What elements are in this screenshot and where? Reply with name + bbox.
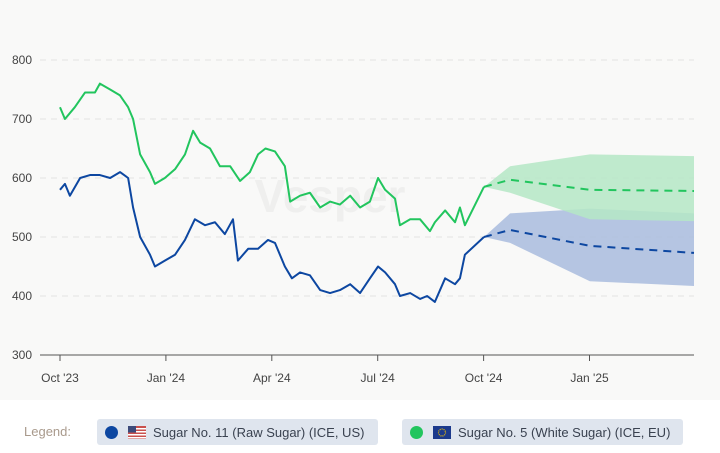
forecast-band-1 [483, 154, 694, 222]
legend-item-label: Sugar No. 5 (White Sugar) (ICE, EU) [458, 424, 671, 440]
forecast-line-1 [483, 178, 695, 192]
forecast-band-0 [483, 208, 694, 286]
legend-item-label: Sugar No. 11 (Raw Sugar) (ICE, US) [153, 424, 365, 440]
legend-label: Legend: [24, 424, 71, 439]
eu-flag-icon [433, 425, 451, 439]
x-tick-label: Oct '24 [465, 371, 503, 385]
x-tick-label: Oct '23 [41, 371, 79, 385]
forecast-line-0 [483, 228, 695, 254]
series-dot-icon [105, 425, 118, 439]
y-tick-label: 400 [12, 289, 32, 303]
series-dot-icon [410, 425, 423, 439]
series-line-0 [59, 171, 485, 303]
y-tick-label: 500 [12, 230, 32, 244]
us-flag-icon [128, 425, 146, 439]
legend: Legend: Sugar No. 11 (Raw Sugar) (ICE, U… [0, 419, 720, 447]
y-tick-label: 700 [12, 112, 32, 126]
y-tick-label: 600 [12, 171, 32, 185]
x-tick-label: Jan '24 [147, 371, 186, 385]
y-tick-label: 800 [12, 53, 32, 67]
y-tick-label: 300 [12, 348, 32, 362]
watermark: Vesper [255, 170, 406, 222]
legend-item-white-sugar[interactable]: Sugar No. 5 (White Sugar) (ICE, EU) [402, 419, 683, 445]
x-tick-label: Jan '25 [570, 371, 609, 385]
x-tick-label: Jul '24 [361, 371, 396, 385]
price-chart: Vesper 300 400 500 600 700 800 Oct '23 Jan '24 Ap… [11, 53, 695, 385]
x-tick-label: Apr '24 [253, 371, 291, 385]
series-line-1 [59, 82, 485, 233]
legend-item-raw-sugar[interactable]: Sugar No. 11 (Raw Sugar) (ICE, US) [97, 419, 378, 445]
